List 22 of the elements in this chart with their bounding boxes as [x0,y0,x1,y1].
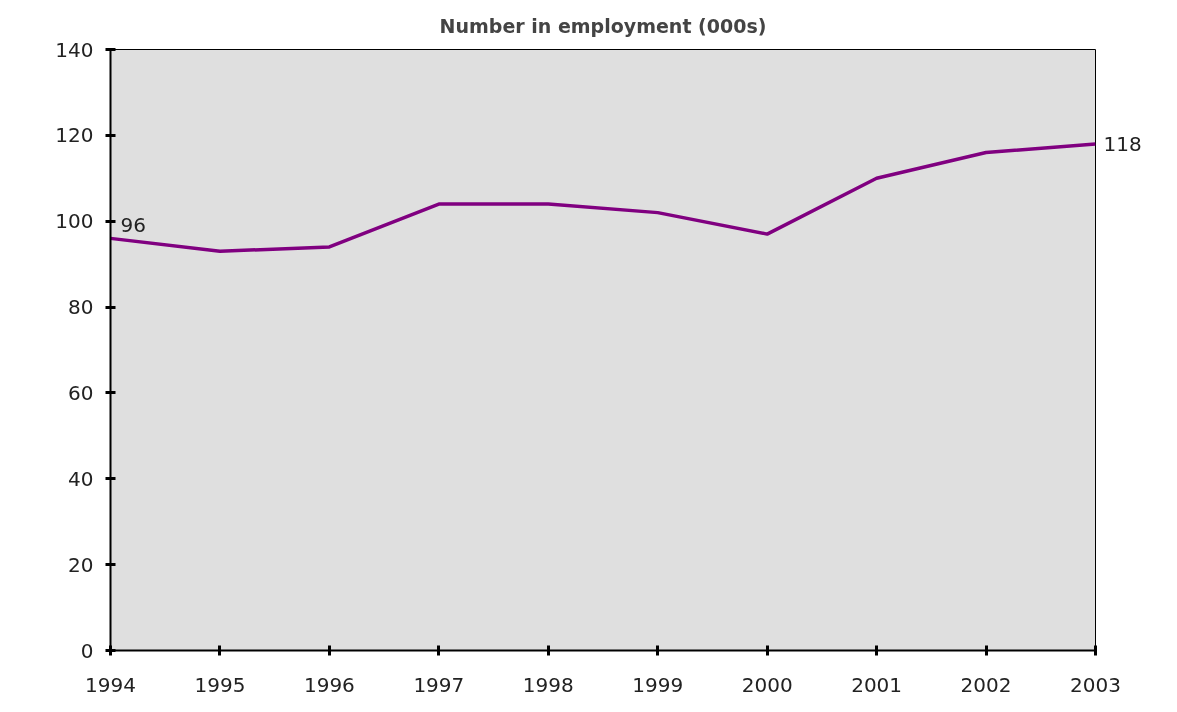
y-tick-label: 120 [55,123,94,148]
x-tick-label: 2003 [1070,672,1121,697]
x-tick-label: 1995 [194,672,246,697]
y-tick-label: 80 [68,295,94,320]
x-tick-label: 2001 [851,672,903,697]
data-label: 118 [1103,131,1142,156]
line-series [110,142,1096,254]
y-tick-label: 40 [68,466,94,491]
x-tick-label: 1997 [413,672,465,697]
y-tick-label: 0 [80,638,94,663]
x-tick-label: 1998 [522,672,574,697]
x-tick-label: 1999 [632,672,684,697]
chart-title: Number in employment (000s) [439,15,767,37]
x-tick-label: 2002 [960,672,1012,697]
y-tick-label: 60 [68,380,94,405]
y-tick-label: 100 [55,209,94,234]
x-tick-label: 1994 [85,672,136,697]
y-tick-label: 140 [55,37,94,62]
y-tick-label: 20 [68,552,94,577]
data-label: 96 [120,213,146,238]
x-tick-label: 1996 [303,672,355,697]
x-tick-label: 2000 [741,672,793,697]
